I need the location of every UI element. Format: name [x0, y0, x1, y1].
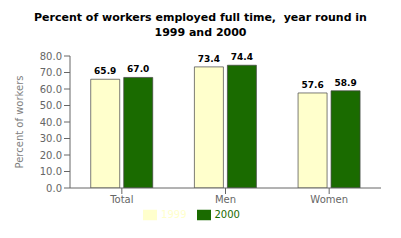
svg-text:Percent of workers: Percent of workers [14, 76, 25, 169]
svg-text:57.6: 57.6 [301, 80, 323, 90]
svg-text:65.9: 65.9 [94, 66, 116, 76]
svg-text:50.0: 50.0 [40, 100, 62, 111]
html-text:1999: 1999 [161, 209, 187, 220]
svg-text:58.9: 58.9 [334, 78, 356, 88]
svg-text:Women: Women [310, 194, 348, 205]
svg-text:60.0: 60.0 [40, 84, 62, 95]
svg-text:0.0: 0.0 [46, 183, 62, 194]
svg-text:20.0: 20.0 [40, 150, 62, 161]
svg-text:10.0: 10.0 [40, 166, 62, 177]
html-text:1999 and 2000: 1999 and 2000 [154, 26, 247, 39]
svg-text:Men: Men [215, 194, 236, 205]
html-text:Percent of workers employed fu: Percent of workers employed full time, y… [34, 11, 367, 24]
svg-text:70.0: 70.0 [40, 67, 62, 78]
svg-text:67.0: 67.0 [127, 64, 149, 74]
svg-text:80.0: 80.0 [40, 51, 62, 62]
html-text:2000: 2000 [214, 209, 240, 220]
svg-text:40.0: 40.0 [40, 117, 62, 128]
svg-text:30.0: 30.0 [40, 133, 62, 144]
svg-text:Total: Total [109, 194, 133, 205]
svg-text:74.4: 74.4 [231, 52, 253, 62]
svg-text:73.4: 73.4 [198, 54, 220, 64]
